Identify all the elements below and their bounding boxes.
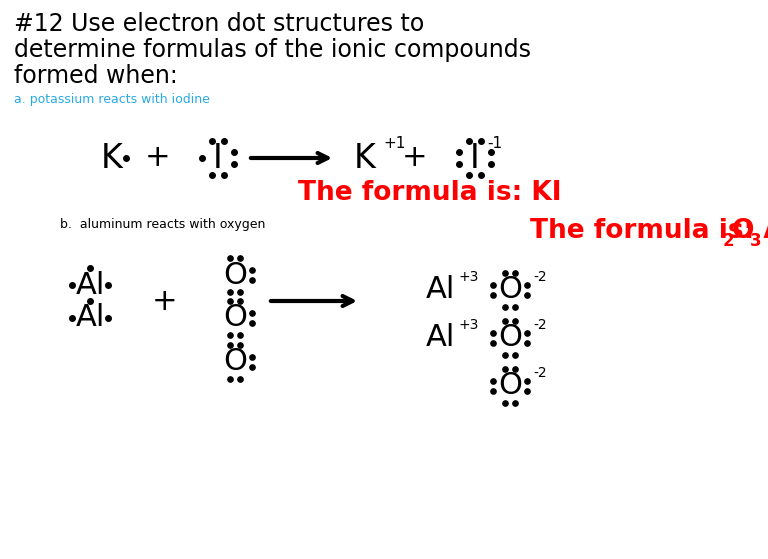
Text: O: O	[223, 260, 247, 290]
Text: The formula is: Al: The formula is: Al	[530, 218, 768, 244]
Text: formed when:: formed when:	[14, 64, 177, 88]
Text: +3: +3	[459, 270, 479, 284]
Text: K: K	[354, 141, 376, 174]
Text: -2: -2	[533, 318, 547, 332]
Text: I: I	[470, 141, 480, 174]
Text: +: +	[152, 287, 178, 315]
Text: +3: +3	[459, 318, 479, 332]
Text: The formula is: KI: The formula is: KI	[298, 180, 561, 206]
Text: K: K	[101, 141, 123, 174]
Text: O: O	[223, 304, 247, 333]
Text: 3: 3	[750, 232, 762, 250]
Text: Al: Al	[425, 276, 455, 305]
Text: +: +	[402, 144, 428, 173]
Text: b.  aluminum reacts with oxygen: b. aluminum reacts with oxygen	[60, 218, 266, 231]
Text: -1: -1	[487, 136, 502, 151]
Text: Al: Al	[75, 271, 104, 300]
Text: a. potassium reacts with iodine: a. potassium reacts with iodine	[14, 93, 210, 106]
Text: #12 Use electron dot structures to: #12 Use electron dot structures to	[14, 12, 424, 36]
Text: 2: 2	[723, 232, 735, 250]
Text: +: +	[145, 144, 170, 173]
Text: O: O	[223, 348, 247, 377]
Text: O: O	[498, 372, 522, 400]
Text: -2: -2	[533, 270, 547, 284]
Text: -2: -2	[533, 366, 547, 380]
Text: Al: Al	[425, 324, 455, 353]
Text: +1: +1	[383, 136, 406, 151]
Text: Al: Al	[75, 304, 104, 333]
Text: determine formulas of the ionic compounds: determine formulas of the ionic compound…	[14, 38, 531, 62]
Text: O: O	[498, 276, 522, 305]
Text: I: I	[214, 141, 223, 174]
Text: O: O	[732, 218, 754, 244]
Text: O: O	[498, 324, 522, 353]
